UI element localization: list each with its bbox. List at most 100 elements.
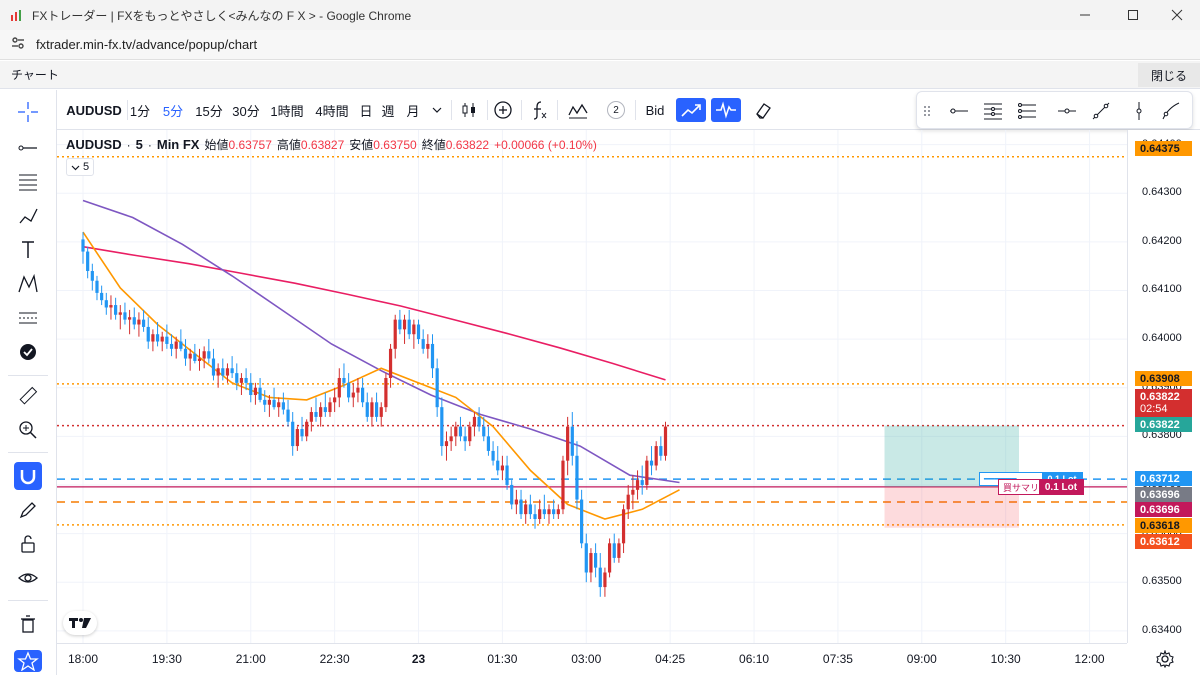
brush-tool[interactable] bbox=[14, 202, 42, 230]
favorites-star-tool[interactable] bbox=[14, 650, 42, 672]
candle-body bbox=[86, 251, 90, 272]
candle bbox=[118, 305, 122, 330]
legend-open-label: 始値 bbox=[204, 138, 229, 152]
interval-15m[interactable]: 15分 bbox=[195, 103, 223, 119]
interval-1h[interactable]: 1時間 bbox=[270, 103, 304, 119]
interval-week[interactable]: 週 bbox=[381, 103, 395, 119]
drag-handle[interactable] bbox=[919, 97, 935, 125]
zoom-tool[interactable] bbox=[14, 416, 42, 444]
candle bbox=[123, 302, 127, 325]
time-tick: 22:30 bbox=[319, 652, 350, 666]
minimize-button[interactable] bbox=[1062, 0, 1108, 30]
candle bbox=[524, 499, 528, 524]
check-circle-icon bbox=[20, 344, 36, 360]
chart-pane[interactable] bbox=[57, 130, 1127, 643]
candle-body bbox=[197, 358, 202, 361]
trend-line-tool[interactable] bbox=[14, 134, 42, 162]
horizontal-line-tool[interactable] bbox=[945, 97, 973, 125]
close-chart-button[interactable]: 閉じる bbox=[1138, 63, 1200, 87]
vertical-line-tool[interactable] bbox=[1125, 97, 1153, 125]
symbol-search-button[interactable]: AUDUSD bbox=[66, 102, 122, 118]
ruler-tool[interactable] bbox=[14, 382, 42, 410]
fib-tool[interactable] bbox=[14, 168, 42, 196]
candle bbox=[607, 538, 612, 578]
interval-day[interactable]: 日 bbox=[359, 103, 373, 119]
channel-tool[interactable] bbox=[1013, 97, 1041, 125]
interval-month[interactable]: 月 bbox=[406, 103, 420, 119]
candle-body bbox=[123, 312, 127, 320]
pulse-toggle-button[interactable] bbox=[711, 98, 741, 122]
interval-5m[interactable]: 5分 bbox=[162, 103, 184, 119]
candle bbox=[482, 416, 486, 442]
trend-toggle-button[interactable] bbox=[676, 98, 706, 122]
favorites-tool[interactable] bbox=[14, 338, 42, 366]
magnet-tool[interactable] bbox=[14, 462, 42, 490]
interval-30m[interactable]: 30分 bbox=[232, 103, 260, 119]
stay-in-drawing-tool[interactable] bbox=[14, 496, 42, 524]
candle bbox=[566, 416, 570, 476]
interval-1m[interactable]: 1分 bbox=[129, 103, 151, 119]
price-tick: 0.64200 bbox=[1142, 234, 1182, 247]
compare-button[interactable] bbox=[491, 98, 515, 122]
site-info-icon[interactable] bbox=[10, 35, 26, 54]
candle-body bbox=[402, 319, 407, 330]
toolbar-divider bbox=[521, 100, 522, 120]
trend-line-tool-2[interactable] bbox=[1087, 97, 1115, 125]
bid-button[interactable]: Bid bbox=[645, 102, 665, 118]
chevron-down-icon bbox=[71, 165, 80, 170]
candle bbox=[221, 358, 225, 381]
legend-dot: · bbox=[126, 137, 131, 152]
horizontal-ray-tool[interactable] bbox=[1053, 97, 1081, 125]
crosshair-tool[interactable] bbox=[14, 98, 42, 126]
chart-type-button[interactable] bbox=[457, 98, 481, 122]
candle bbox=[356, 377, 360, 403]
candle bbox=[151, 329, 155, 352]
pattern-tool[interactable] bbox=[14, 270, 42, 298]
buy-summary-label[interactable]: 買サマリ 0.1 Lot bbox=[998, 479, 1084, 495]
indicators-button[interactable] bbox=[527, 98, 551, 122]
candle-body bbox=[589, 553, 593, 573]
text-tool[interactable] bbox=[14, 236, 42, 264]
indicator-templates-button[interactable] bbox=[564, 98, 592, 122]
candle bbox=[169, 334, 174, 357]
chevron-down-icon bbox=[432, 107, 442, 113]
time-axis[interactable]: 18:00 19:30 21:00 22:30 23 01:30 03:00 04:25 06:… bbox=[57, 643, 1127, 675]
interval-dropdown[interactable] bbox=[429, 98, 445, 122]
tradingview-logo[interactable] bbox=[63, 611, 97, 635]
candle bbox=[174, 336, 178, 359]
legend-collapse-button[interactable]: 5 bbox=[66, 158, 94, 176]
hide-tool[interactable] bbox=[14, 564, 42, 592]
candle-body bbox=[281, 402, 285, 410]
candle bbox=[631, 475, 635, 510]
lock-tool[interactable] bbox=[14, 530, 42, 558]
url-text[interactable]: fxtrader.min-fx.tv/advance/popup/chart bbox=[36, 37, 258, 52]
price-chart[interactable] bbox=[57, 130, 1127, 643]
interval-4h[interactable]: 4時間 bbox=[315, 103, 349, 119]
candle bbox=[319, 402, 323, 427]
close-window-button[interactable] bbox=[1154, 0, 1200, 30]
clear-button[interactable] bbox=[750, 98, 776, 122]
toolbar-divider bbox=[127, 100, 128, 120]
curve-tool[interactable] bbox=[1157, 97, 1185, 125]
chart-settings-button[interactable] bbox=[1156, 649, 1174, 671]
maximize-button[interactable] bbox=[1110, 0, 1156, 30]
app-favicon bbox=[10, 8, 24, 22]
price-axis[interactable]: 0.644000.643000.642000.641000.640000.639… bbox=[1127, 130, 1200, 643]
candle-body bbox=[179, 341, 183, 349]
magnet-icon bbox=[20, 470, 36, 485]
indicator-count-badge[interactable]: 2 bbox=[604, 98, 628, 122]
candle bbox=[556, 504, 560, 520]
candle bbox=[361, 377, 365, 408]
candle bbox=[197, 348, 202, 371]
trash-icon bbox=[21, 615, 35, 633]
candle bbox=[496, 446, 500, 476]
candle-body bbox=[631, 489, 635, 495]
multi-line-tool[interactable] bbox=[979, 97, 1007, 125]
legend-source: Min FX bbox=[156, 137, 200, 152]
remove-drawings-tool[interactable] bbox=[14, 610, 42, 638]
time-tick: 10:30 bbox=[990, 652, 1021, 666]
candle-body bbox=[612, 543, 616, 558]
diagonal-line-icon bbox=[1092, 102, 1110, 120]
measure-tool[interactable] bbox=[14, 304, 42, 332]
candle bbox=[533, 504, 537, 529]
